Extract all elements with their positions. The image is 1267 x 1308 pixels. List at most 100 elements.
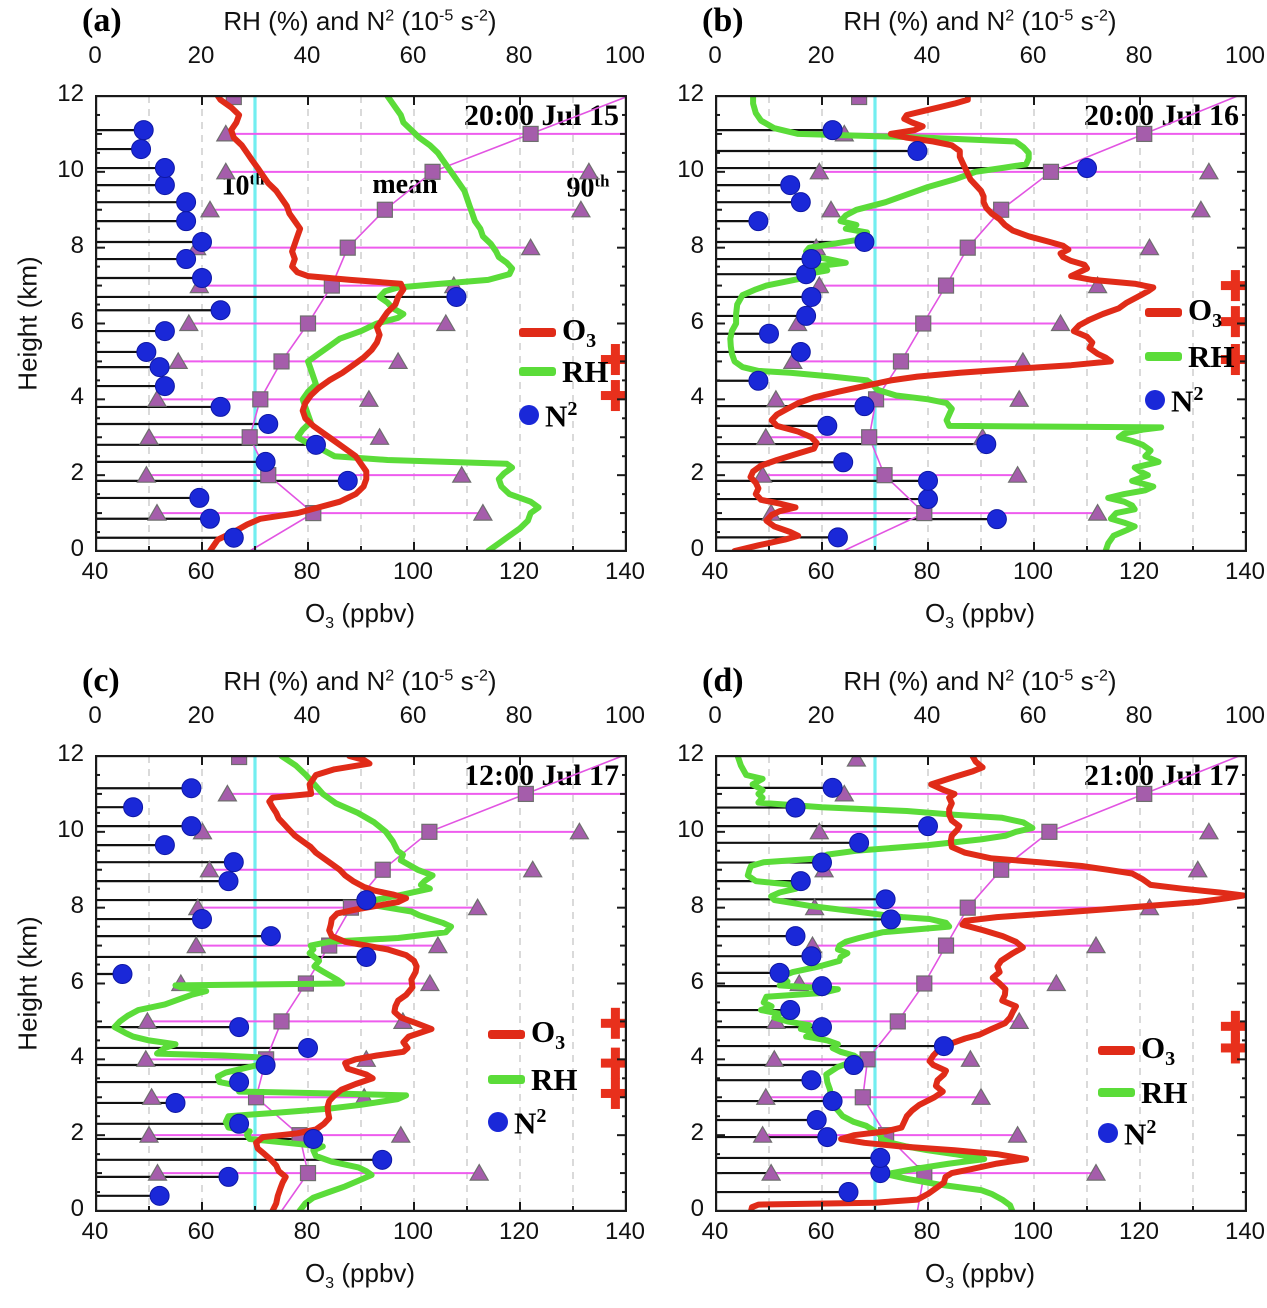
n2-dots [112,778,393,1206]
tick-label: 100 [392,558,434,585]
legend-item-o3: O3 [1145,294,1222,331]
tick-label: 10 [677,815,704,843]
tick-label: 40 [701,558,729,585]
tick-label: 4 [70,383,84,411]
tick-label: 4 [70,1043,84,1071]
timestamp: 20:00 Jul 15 [463,99,619,132]
o3-legend-swatch [1098,1046,1135,1056]
tick-label: 0 [708,42,722,69]
tick-label: 0 [70,1195,84,1222]
legend-item-n2: N2 [1145,384,1203,416]
tick-label: 80 [293,1218,321,1245]
tick-label: 0 [690,1195,704,1222]
tick-label: 40 [913,42,941,69]
tick-label: 10 [57,155,84,183]
tick-label: 6 [70,307,84,335]
tick-label: 0 [88,42,102,69]
rh-curve [727,96,1165,551]
o3-curve [748,756,1246,1211]
bottom-axis-title: O3 (ppbv) [924,598,1036,633]
top-axis-title: RH (%) and N2 (10-5 s-2) [843,6,1117,36]
tick-label: 2 [70,1119,84,1147]
legend-item-n2: N2 [1098,1117,1156,1149]
tick-label: 12 [677,740,704,767]
tick-label: 12 [677,80,704,107]
tick-label: 120 [498,1218,540,1245]
legend-item-rh: RH [488,1064,578,1095]
cross-markers [600,1007,626,1109]
tick-label: 80 [505,702,533,729]
panel-c-plot-canvas [95,755,627,1212]
legend-item-o3: O3 [519,314,596,351]
tick-label: 40 [701,1218,729,1245]
tick-label: 2 [70,459,84,487]
tick-label: 140 [1224,558,1266,585]
tick-label: 20 [187,702,215,729]
tick-label: 60 [807,558,835,585]
n2-legend-swatch [1145,390,1165,411]
tick-label: 100 [1012,1218,1054,1245]
tick-label: 40 [293,702,321,729]
tick-label: 80 [293,558,321,585]
tick-label: 100 [604,42,646,69]
tick-label: 60 [399,702,427,729]
timestamp: 12:00 Jul 17 [463,759,619,792]
axes-frame [715,95,1247,552]
tick-label: 0 [70,535,84,562]
panel-d: (d) RH (%) and N2 (10-5 s-2) O3 (ppbv) 2… [620,660,1267,1308]
o3-curve [731,96,1157,551]
tick-label: 8 [690,891,704,919]
tick-label: 100 [392,1218,434,1245]
panel-c: (c) RH (%) and N2 (10-5 s-2) Height (km)… [0,660,647,1308]
n2-legend-swatch [488,1112,508,1133]
o3-curve [207,96,407,551]
tick-label: 2 [690,459,704,487]
tick-label: 60 [1019,42,1047,69]
tick-label: 60 [807,1218,835,1245]
axes-frame [95,755,627,1212]
cross-markers [600,344,626,412]
tick-label: 80 [1125,42,1153,69]
panel-b: (b) RH (%) and N2 (10-5 s-2) O3 (ppbv) 2… [620,0,1267,648]
tick-label: 20 [807,42,835,69]
tick-label: 40 [81,558,109,585]
tick-label: 20 [187,42,215,69]
tick-label: 60 [1019,702,1047,729]
legend-item-o3: O3 [1098,1032,1175,1069]
top-axis-title: RH (%) and N2 (10-5 s-2) [223,6,497,36]
bottom-axis-title: O3 (ppbv) [304,1258,416,1293]
tick-label: 12 [57,80,84,107]
rh-legend-swatch [1098,1088,1135,1097]
n2-dots [769,777,954,1203]
legend-item-n2: N2 [519,399,577,431]
tick-label: 10 [677,155,704,183]
axes-frame [95,95,627,552]
rh-legend-swatch [1145,352,1182,361]
top-axis-title: RH (%) and N2 (10-5 s-2) [223,666,497,696]
cross-markers [1220,270,1246,376]
cross-markers [1220,1010,1246,1064]
panel-letter: (d) [702,662,744,699]
tick-label: 40 [81,1218,109,1245]
tick-label: 80 [913,1218,941,1245]
o3-percentile-rows [136,96,626,551]
rh-curve [294,96,542,551]
panel-b-plot-canvas [715,95,1247,552]
tick-label: 60 [187,558,215,585]
tick-label: 140 [604,558,646,585]
tick-label: 2 [690,1119,704,1147]
tick-label: 120 [1118,558,1160,585]
panel-letter: (c) [82,662,120,699]
tick-label: 40 [293,42,321,69]
legend-item-n2: N2 [488,1106,546,1138]
n2-dots [131,120,467,548]
tick-label: 80 [913,558,941,585]
tick-label: 4 [690,1043,704,1071]
tick-label: 6 [690,307,704,335]
tick-label: 0 [88,702,102,729]
tick-label: 80 [505,42,533,69]
tick-label: 120 [1118,1218,1160,1245]
panel-a: (a) RH (%) and N2 (10-5 s-2) Height (km)… [0,0,647,648]
o3-legend-swatch [488,1030,525,1040]
rh-curve [111,756,455,1211]
